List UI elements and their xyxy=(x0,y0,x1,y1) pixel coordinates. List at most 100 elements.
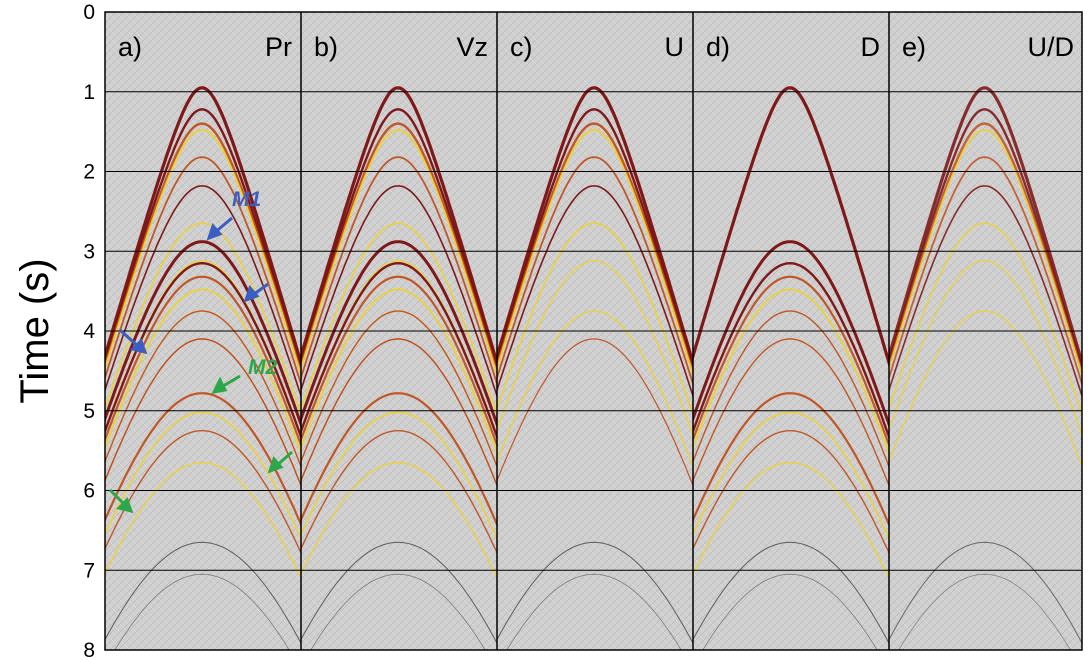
y-tick-4: 4 xyxy=(83,320,95,343)
event-3-1 xyxy=(693,240,889,429)
arrow-head-icon xyxy=(206,223,223,241)
panel-vz xyxy=(301,86,497,650)
event-0-12 xyxy=(105,275,301,448)
panel-labels: a) Pr b) Vz c) U d) D e) U/D xyxy=(118,32,1074,62)
event-0-15 xyxy=(105,338,301,488)
y-tick-0: 0 xyxy=(83,1,95,24)
event-1-1 xyxy=(301,108,497,373)
event-3-6 xyxy=(693,338,889,488)
event-2-8 xyxy=(497,310,693,469)
y-tick-5: 5 xyxy=(83,400,95,423)
event-3-8 xyxy=(693,411,889,541)
y-axis-title: Time (s) xyxy=(13,258,57,403)
event-4-4 xyxy=(889,156,1082,387)
panel-c-name: U xyxy=(665,32,685,62)
event-2-4 xyxy=(497,156,693,387)
event-1-15 xyxy=(301,338,497,488)
event-1-3 xyxy=(301,129,497,377)
panel-e-name: U/D xyxy=(1028,32,1075,62)
panel-frame xyxy=(104,11,1083,651)
event-0-16 xyxy=(105,392,301,528)
y-tick-labels: 0 1 2 3 4 5 6 7 8 xyxy=(83,1,95,660)
panel-b-name: Vz xyxy=(456,32,488,62)
event-1-19 xyxy=(301,462,497,580)
event-1-10 xyxy=(301,240,497,429)
y-tick-2: 2 xyxy=(83,161,95,184)
panel-a-letter: a) xyxy=(118,32,142,62)
m2-label: M2 xyxy=(248,356,277,379)
event-1-13 xyxy=(301,288,497,455)
y-tick-8: 8 xyxy=(83,639,95,660)
panel-d xyxy=(693,86,889,650)
event-0-11 xyxy=(105,261,301,441)
event-4-10 xyxy=(898,573,1071,650)
event-3-0 xyxy=(693,86,889,369)
event-1-12 xyxy=(301,275,497,448)
event-4-8 xyxy=(889,310,1082,469)
m2-arrows xyxy=(108,374,293,514)
event-1-17 xyxy=(301,411,497,541)
event-2-6 xyxy=(497,222,693,417)
event-3-2 xyxy=(693,261,889,441)
event-0-3 xyxy=(105,129,301,377)
event-4-7 xyxy=(889,260,1082,437)
event-0-21 xyxy=(114,573,290,650)
event-0-10 xyxy=(105,240,301,429)
event-0-17 xyxy=(105,411,301,541)
event-4-5 xyxy=(889,185,1082,399)
event-1-0 xyxy=(301,86,497,369)
event-0-6 xyxy=(105,222,301,417)
event-2-9 xyxy=(497,338,693,487)
y-tick-1: 1 xyxy=(83,81,95,104)
event-0-14 xyxy=(105,310,301,469)
event-3-5 xyxy=(693,310,889,469)
m1-arrows xyxy=(118,216,269,355)
arrow-head-icon xyxy=(267,456,284,474)
event-0-4 xyxy=(105,156,301,387)
event-1-11 xyxy=(301,261,497,441)
event-4-6 xyxy=(889,222,1082,417)
arrow-head-icon xyxy=(211,376,228,395)
event-1-16 xyxy=(301,392,497,528)
event-4-1 xyxy=(889,108,1082,373)
event-2-0 xyxy=(497,86,693,369)
event-2-7 xyxy=(497,260,693,437)
event-4-0 xyxy=(889,86,1082,369)
event-3-4 xyxy=(693,288,889,455)
panel-c-letter: c) xyxy=(510,32,533,62)
event-1-14 xyxy=(301,310,497,469)
event-0-19 xyxy=(105,462,301,580)
event-4-3 xyxy=(889,129,1082,377)
event-1-4 xyxy=(301,156,497,387)
event-0-13 xyxy=(105,288,301,455)
event-3-12 xyxy=(702,573,878,650)
panel-ud xyxy=(889,86,1082,650)
event-3-3 xyxy=(693,275,889,448)
event-1-20 xyxy=(301,541,497,645)
event-0-0 xyxy=(105,86,301,369)
panel-u xyxy=(497,86,693,650)
panel-b-letter: b) xyxy=(314,32,338,62)
event-4-9 xyxy=(889,541,1082,645)
annotations: M1 M2 xyxy=(108,188,293,514)
y-tick-3: 3 xyxy=(83,240,95,263)
event-2-11 xyxy=(506,573,682,650)
panel-a-name: Pr xyxy=(265,32,292,62)
event-3-9 xyxy=(693,430,889,555)
panel-d-letter: d) xyxy=(706,32,730,62)
arrow-head-icon xyxy=(116,497,134,514)
event-2-5 xyxy=(497,185,693,399)
event-0-20 xyxy=(105,541,301,645)
event-1-6 xyxy=(301,222,497,417)
event-2-3 xyxy=(497,129,693,377)
event-1-18 xyxy=(301,430,497,555)
panel-e-letter: e) xyxy=(902,32,926,62)
event-0-1 xyxy=(105,108,301,373)
event-2-10 xyxy=(497,541,693,645)
y-tick-7: 7 xyxy=(83,559,95,582)
y-tick-6: 6 xyxy=(83,480,95,503)
event-2-1 xyxy=(497,108,693,373)
event-3-11 xyxy=(693,541,889,645)
